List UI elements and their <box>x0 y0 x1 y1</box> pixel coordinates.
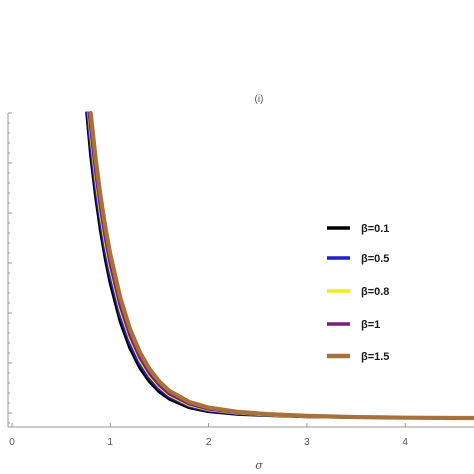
x-axis-label: σ <box>255 459 263 472</box>
x-axis-ticks: 0 1 2 3 4 <box>9 423 408 448</box>
x-tick-label: 4 <box>402 437 408 448</box>
legend-item: β=0.8 <box>327 286 389 298</box>
series-line-4 <box>88 110 474 421</box>
legend-label: β=1 <box>361 319 380 331</box>
legend-item: β=0.1 <box>327 223 389 235</box>
axes: 0 1 2 3 4 <box>7 112 474 448</box>
legend-label: β=0.1 <box>361 223 389 235</box>
x-tick-label: 2 <box>206 437 212 448</box>
series-line-1 <box>86 111 474 420</box>
legend-item: β=1 <box>327 319 380 331</box>
x-tick-label: 1 <box>108 437 114 448</box>
legend-label: β=0.5 <box>361 253 389 265</box>
series-line-2 <box>87 111 474 420</box>
x-tick-label: 0 <box>9 437 15 448</box>
chart-title: (i) <box>255 94 264 105</box>
legend-label: β=0.8 <box>361 286 389 298</box>
x-tick-label: 3 <box>304 437 310 448</box>
legend-item: β=1.5 <box>327 351 389 363</box>
series-lines <box>85 110 474 421</box>
legend-item: β=0.5 <box>327 253 389 265</box>
y-axis-ticks <box>8 112 12 424</box>
legend: β=0.1 β=0.5 β=0.8 β=1 β=1.5 <box>327 223 389 363</box>
legend-label: β=1.5 <box>361 351 389 363</box>
